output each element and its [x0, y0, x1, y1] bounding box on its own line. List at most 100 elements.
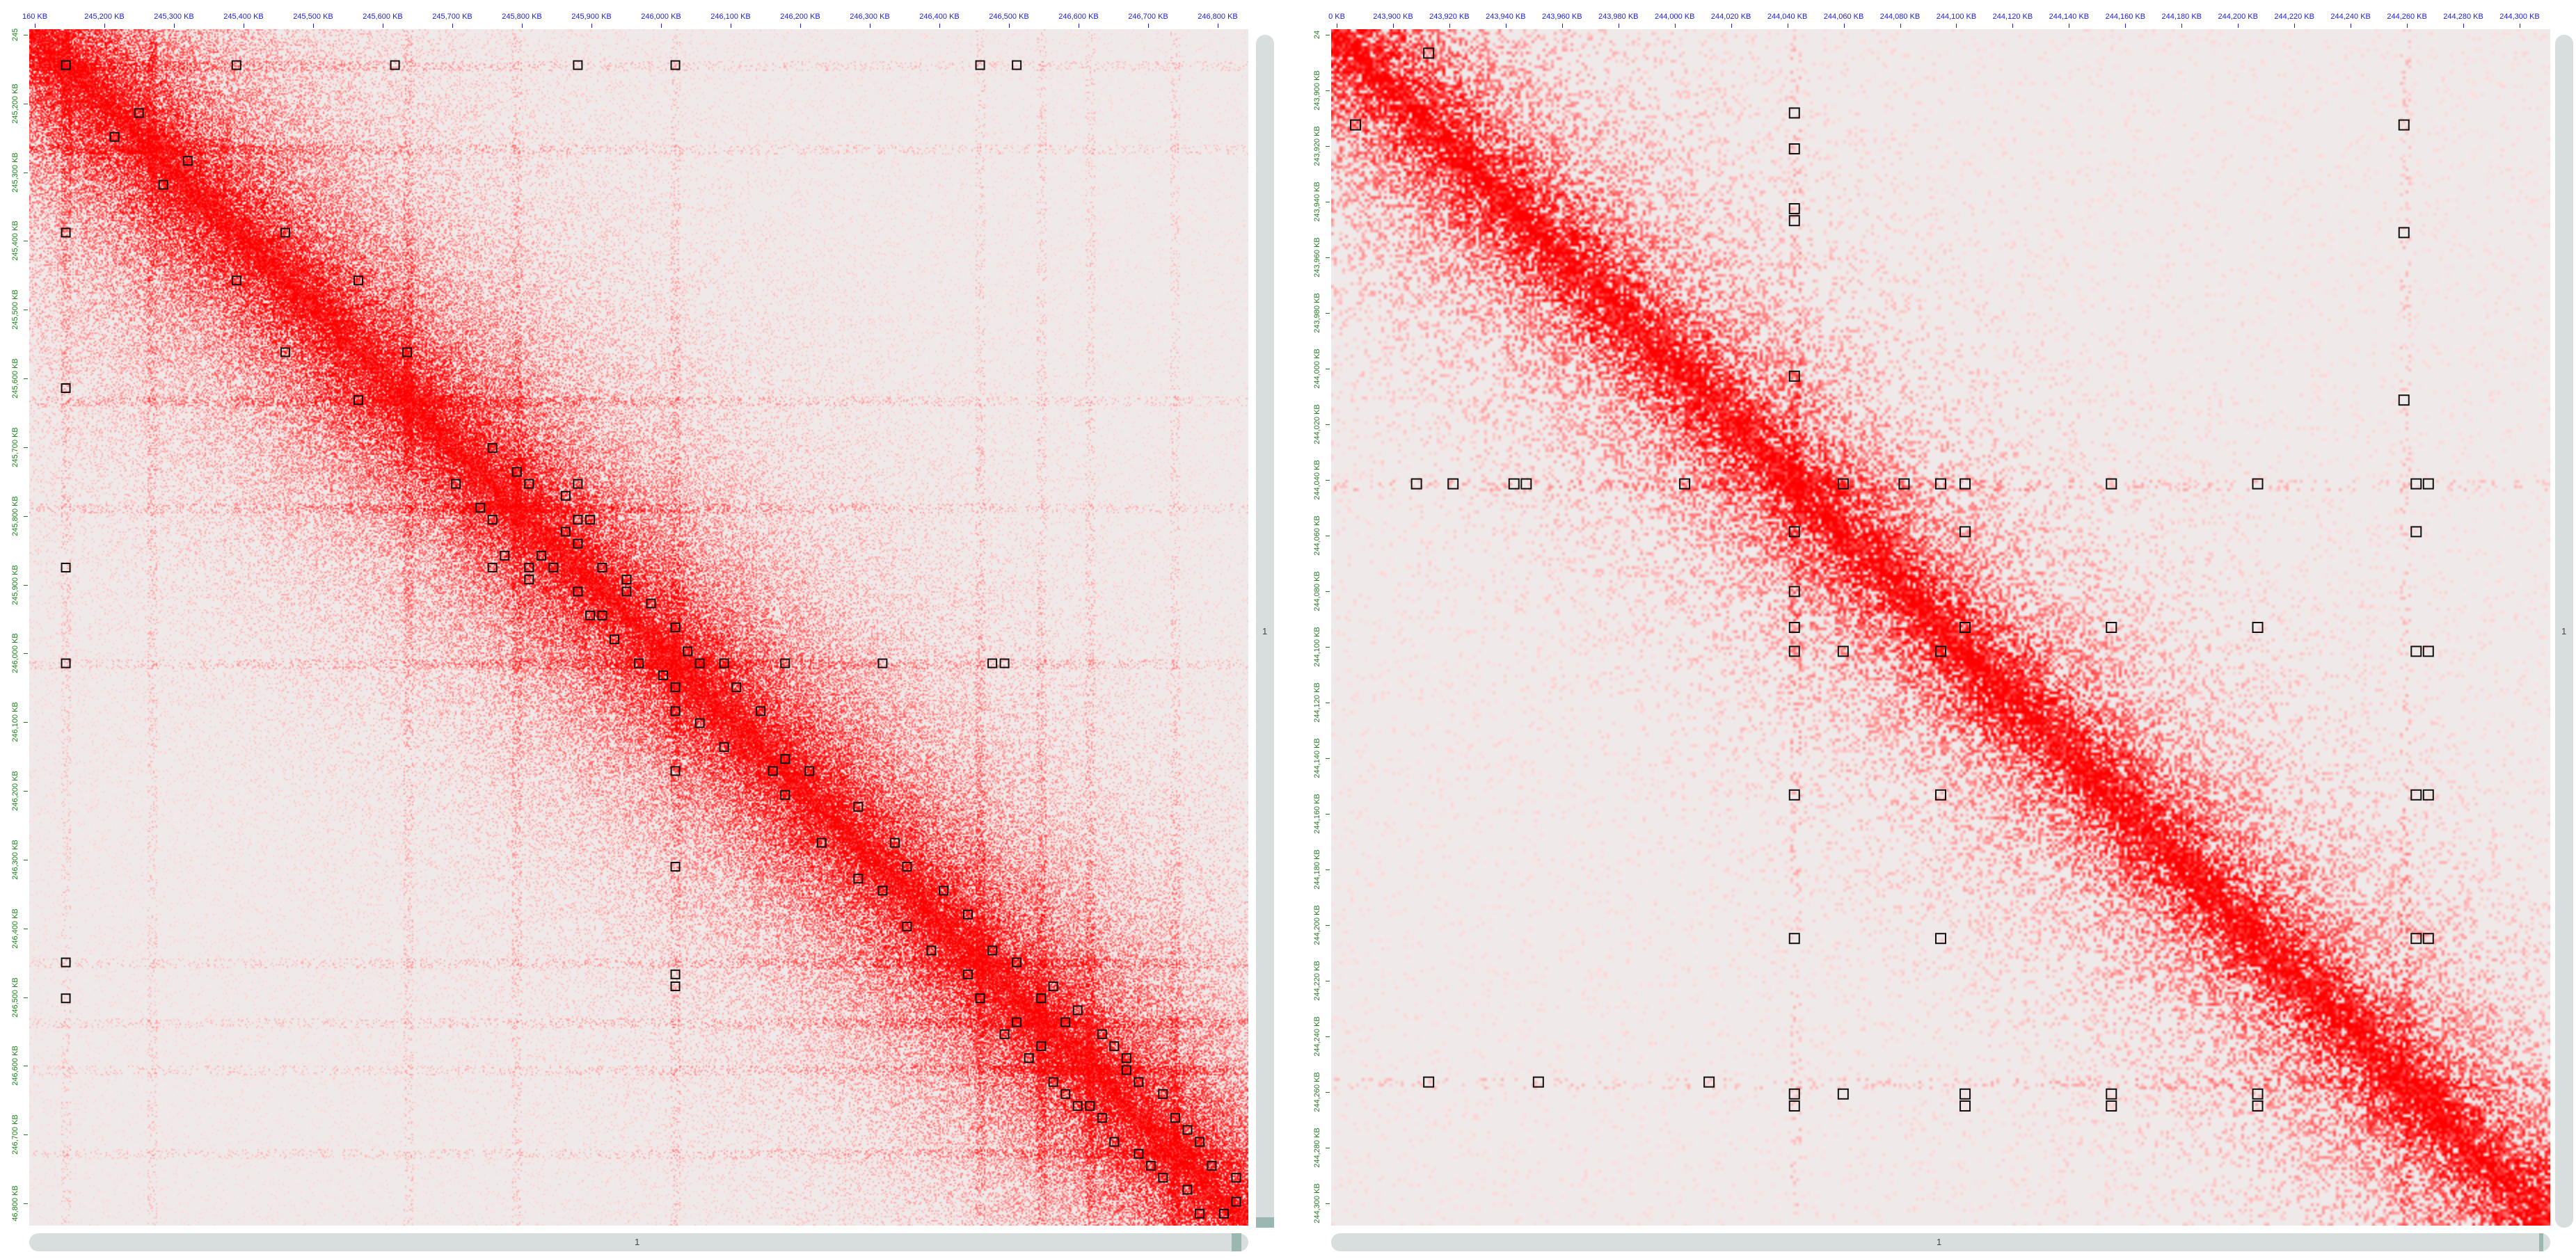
loop-marker[interactable]: [2106, 478, 2117, 490]
loop-marker[interactable]: [134, 108, 144, 118]
loop-marker[interactable]: [573, 586, 583, 597]
loop-marker[interactable]: [1024, 1053, 1034, 1064]
loop-marker[interactable]: [1097, 1029, 1107, 1039]
loop-marker[interactable]: [756, 706, 766, 716]
loop-marker[interactable]: [1788, 789, 1800, 801]
loop-marker[interactable]: [231, 275, 241, 286]
loop-marker[interactable]: [2410, 933, 2422, 945]
loop-marker[interactable]: [511, 467, 522, 477]
loop-marker[interactable]: [1423, 1076, 1435, 1088]
loop-marker[interactable]: [1788, 586, 1800, 598]
loop-marker[interactable]: [939, 885, 948, 896]
loop-marker[interactable]: [975, 993, 985, 1004]
loop-marker[interactable]: [524, 563, 534, 572]
loop-marker[interactable]: [877, 885, 888, 896]
loop-marker[interactable]: [1788, 933, 1800, 945]
loop-marker[interactable]: [1837, 478, 1849, 490]
loop-marker[interactable]: [1788, 370, 1800, 382]
loop-marker[interactable]: [694, 658, 705, 668]
loop-marker[interactable]: [2410, 526, 2422, 538]
loop-marker[interactable]: [1048, 981, 1058, 991]
loop-marker[interactable]: [1072, 1101, 1083, 1111]
loop-marker[interactable]: [1935, 645, 1946, 657]
loop-marker[interactable]: [877, 658, 888, 668]
loop-marker[interactable]: [853, 802, 864, 812]
loop-marker[interactable]: [1679, 478, 1691, 490]
loop-marker[interactable]: [719, 658, 729, 668]
loop-marker[interactable]: [1158, 1173, 1168, 1183]
loop-marker[interactable]: [999, 658, 1010, 668]
loop-marker[interactable]: [634, 658, 644, 668]
loop-marker[interactable]: [487, 443, 498, 453]
loop-marker[interactable]: [560, 490, 571, 501]
loop-marker[interactable]: [1837, 1088, 1849, 1100]
loop-marker[interactable]: [670, 969, 681, 979]
loop-marker[interactable]: [500, 550, 510, 561]
loop-marker[interactable]: [768, 766, 778, 776]
loop-marker[interactable]: [1170, 1113, 1180, 1123]
loop-marker[interactable]: [61, 658, 71, 668]
loop-marker[interactable]: [2252, 1088, 2264, 1100]
loop-marker[interactable]: [999, 1029, 1010, 1039]
loop-marker[interactable]: [597, 610, 607, 620]
loop-marker[interactable]: [719, 742, 729, 752]
loop-marker[interactable]: [2106, 1100, 2117, 1112]
loop-marker[interactable]: [1350, 119, 1362, 131]
loop-marker[interactable]: [1182, 1125, 1193, 1135]
loop-marker[interactable]: [231, 60, 241, 70]
loop-marker[interactable]: [1410, 478, 1422, 490]
loop-marker[interactable]: [1935, 789, 1946, 801]
loop-marker[interactable]: [987, 945, 998, 956]
loop-marker[interactable]: [1012, 1017, 1022, 1027]
loop-marker[interactable]: [1231, 1196, 1241, 1207]
heatmap-right[interactable]: [1331, 29, 2550, 1226]
loop-marker[interactable]: [694, 718, 705, 728]
loop-marker[interactable]: [1134, 1077, 1144, 1087]
loop-marker[interactable]: [280, 227, 290, 238]
loop-marker[interactable]: [1959, 478, 1971, 490]
loop-marker[interactable]: [1109, 1137, 1120, 1147]
loop-marker[interactable]: [889, 837, 900, 848]
loop-marker[interactable]: [804, 766, 815, 776]
loop-marker[interactable]: [61, 993, 71, 1004]
vertical-scroll-thumb[interactable]: [1256, 1217, 1274, 1228]
loop-marker[interactable]: [670, 981, 681, 991]
loop-marker[interactable]: [451, 479, 461, 489]
heatmap-left[interactable]: [29, 29, 1248, 1226]
loop-marker[interactable]: [61, 60, 71, 70]
loop-marker[interactable]: [609, 634, 619, 645]
loop-marker[interactable]: [597, 563, 607, 572]
loop-marker[interactable]: [487, 515, 498, 525]
loop-marker[interactable]: [1788, 203, 1800, 214]
loop-marker[interactable]: [1703, 1076, 1715, 1088]
loop-marker[interactable]: [670, 766, 681, 776]
loop-marker[interactable]: [1085, 1101, 1095, 1111]
loop-marker[interactable]: [1134, 1148, 1144, 1159]
loop-marker[interactable]: [670, 60, 681, 70]
loop-marker[interactable]: [2252, 622, 2264, 633]
loop-marker[interactable]: [646, 598, 656, 609]
vertical-scrollbar-right[interactable]: 1: [2555, 35, 2573, 1228]
loop-marker[interactable]: [658, 670, 669, 680]
loop-marker[interactable]: [585, 610, 595, 620]
loop-marker[interactable]: [2252, 1100, 2264, 1112]
loop-marker[interactable]: [2422, 478, 2434, 490]
loop-marker[interactable]: [780, 658, 790, 668]
loop-marker[interactable]: [1158, 1089, 1168, 1099]
loop-marker[interactable]: [475, 503, 486, 513]
loop-marker[interactable]: [1218, 1208, 1229, 1219]
loop-marker[interactable]: [1012, 957, 1022, 968]
loop-marker[interactable]: [353, 395, 364, 406]
loop-marker[interactable]: [61, 60, 71, 70]
loop-marker[interactable]: [353, 275, 364, 286]
loop-marker[interactable]: [1788, 1100, 1800, 1112]
loop-marker[interactable]: [1788, 645, 1800, 657]
loop-marker[interactable]: [573, 60, 583, 70]
horizontal-scrollbar-right[interactable]: 1: [1331, 1233, 2550, 1251]
loop-marker[interactable]: [2106, 1088, 2117, 1100]
loop-marker[interactable]: [560, 527, 571, 537]
loop-marker[interactable]: [780, 789, 790, 800]
loop-marker[interactable]: [926, 945, 937, 956]
loop-marker[interactable]: [2398, 227, 2410, 239]
loop-marker[interactable]: [61, 957, 71, 968]
